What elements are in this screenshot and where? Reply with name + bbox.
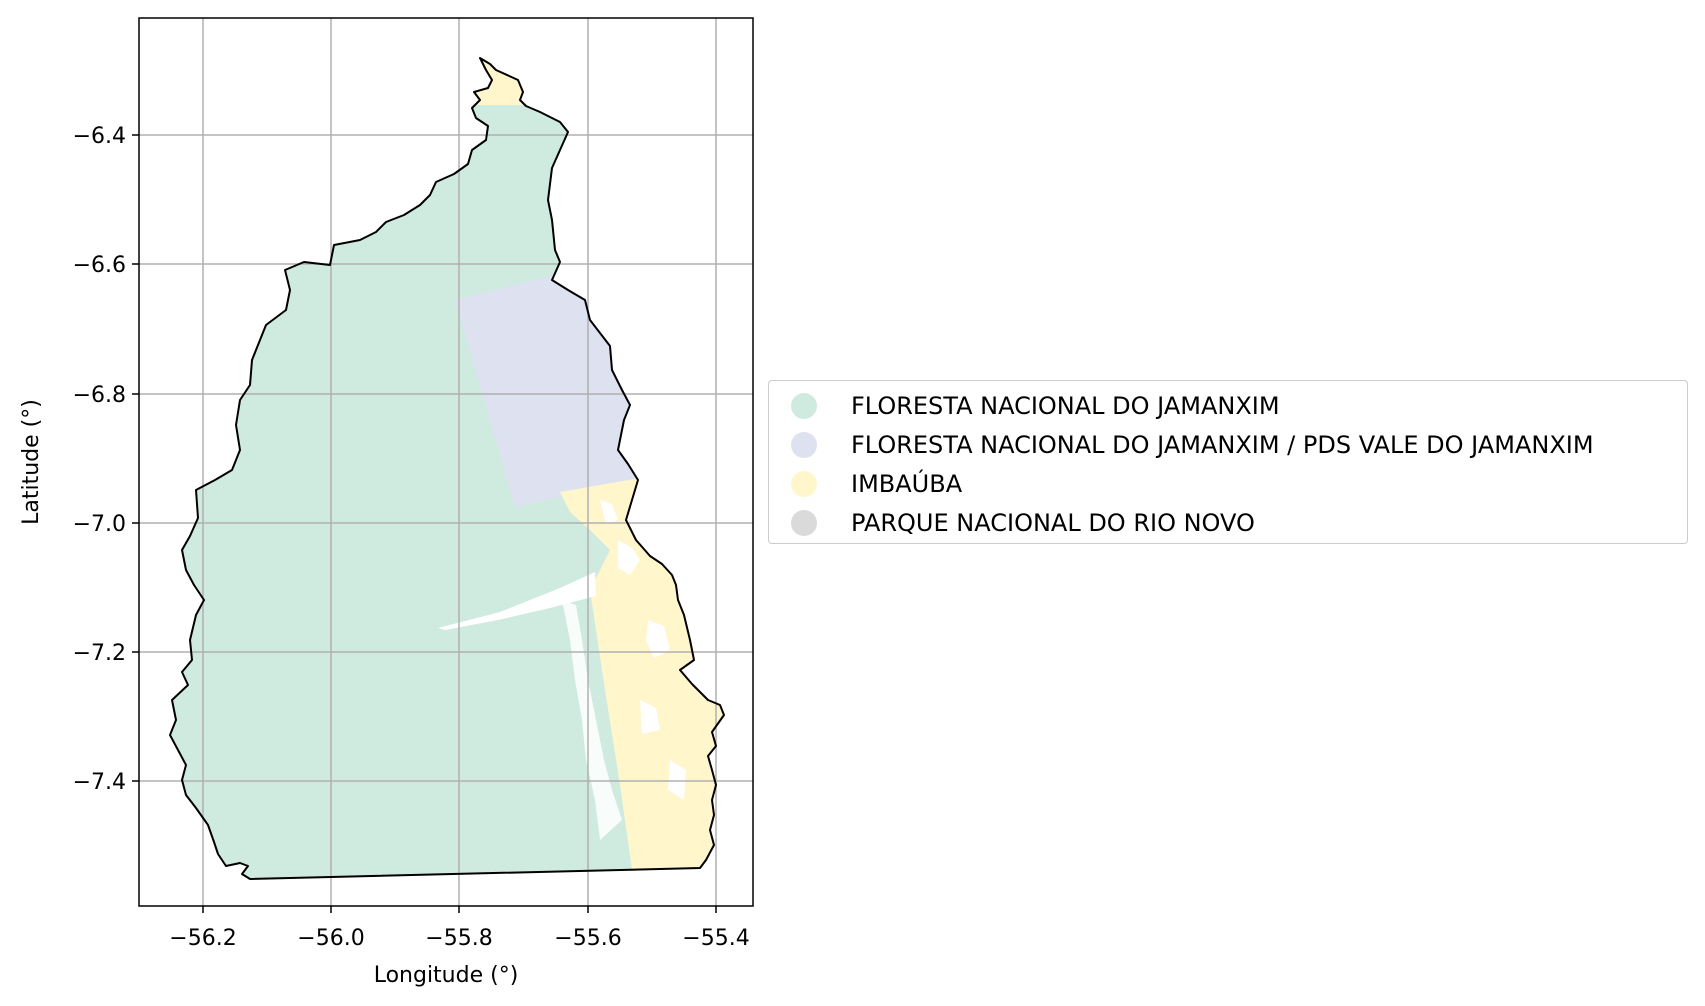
x-tick-label: −55.4 — [682, 926, 749, 951]
land-use-regions — [170, 58, 724, 879]
legend-item-imbauba: IMBAÚBA — [769, 464, 1687, 503]
legend-label: PARQUE NACIONAL DO RIO NOVO — [851, 508, 1255, 537]
legend-item-floresta: FLORESTA NACIONAL DO JAMANXIM — [769, 386, 1687, 425]
x-tick-label: −55.6 — [554, 926, 621, 951]
legend-label: FLORESTA NACIONAL DO JAMANXIM / PDS VALE… — [851, 430, 1594, 459]
cleared-area-2 — [618, 540, 640, 575]
y-tick-label: −6.4 — [73, 124, 126, 149]
axes-frame — [138, 17, 754, 907]
x-axis-title: Longitude (°) — [374, 963, 519, 988]
grid-lines — [139, 18, 753, 906]
x-tick-label: −56.2 — [169, 926, 236, 951]
cleared-area-4 — [640, 700, 660, 734]
x-tick-marks — [202, 906, 717, 913]
pds-region — [455, 272, 640, 507]
x-tick-label: −55.8 — [425, 926, 492, 951]
y-tick-marks — [132, 134, 139, 782]
cleared-area-6 — [600, 500, 618, 524]
cleared-area-5 — [668, 760, 686, 800]
x-tick-labels: −56.2 −56.0 −55.8 −55.6 −55.4 — [169, 926, 749, 951]
legend: FLORESTA NACIONAL DO JAMANXIM FLORESTA N… — [768, 380, 1688, 544]
legend-swatch — [791, 392, 817, 419]
municipality-outline — [169, 57, 725, 880]
y-tick-label: −7.4 — [73, 770, 126, 795]
legend-swatch — [791, 470, 817, 497]
legend-item-parque: PARQUE NACIONAL DO RIO NOVO — [769, 503, 1687, 542]
y-tick-label: −7.2 — [73, 641, 126, 666]
legend-label: FLORESTA NACIONAL DO JAMANXIM — [851, 391, 1280, 420]
y-tick-label: −7.0 — [73, 512, 126, 537]
legend-item-pds: FLORESTA NACIONAL DO JAMANXIM / PDS VALE… — [769, 425, 1687, 464]
y-tick-labels: −6.4 −6.6 −6.8 −7.0 −7.2 −7.4 — [73, 124, 126, 795]
y-tick-label: −6.6 — [73, 253, 126, 278]
cleared-area-3 — [646, 620, 670, 658]
legend-swatch — [791, 431, 817, 458]
y-axis-title: Latitude (°) — [19, 399, 44, 525]
cleared-area-1 — [562, 600, 622, 840]
y-tick-label: −6.8 — [73, 383, 126, 408]
x-tick-label: −56.0 — [297, 926, 364, 951]
legend-label: IMBAÚBA — [851, 469, 963, 498]
legend-swatch — [791, 509, 817, 536]
